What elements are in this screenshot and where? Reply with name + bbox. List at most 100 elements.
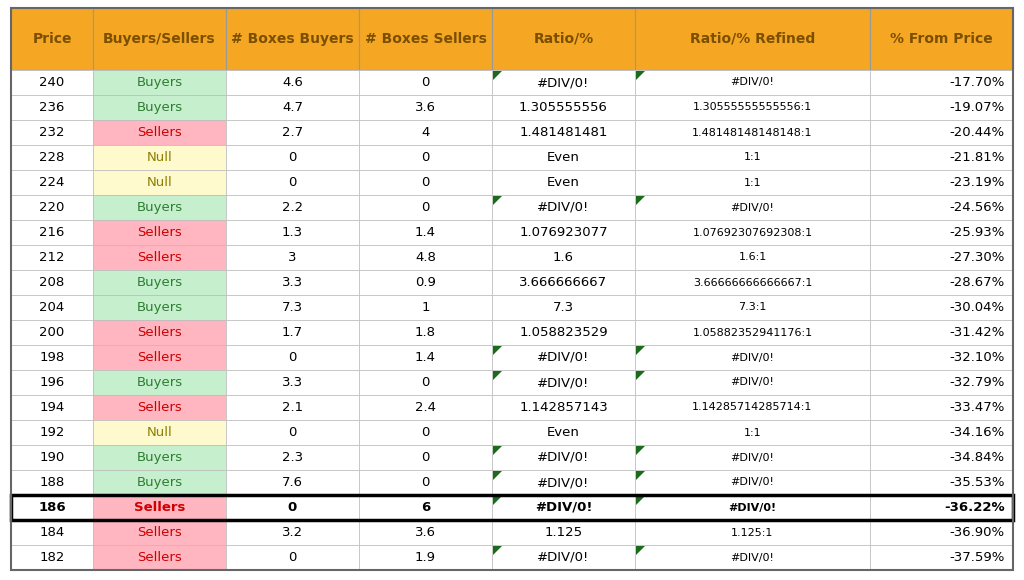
Bar [635, 320, 870, 345]
Bar [93, 520, 226, 545]
Bar [635, 445, 870, 470]
Text: 200: 200 [39, 326, 65, 339]
Bar [93, 320, 226, 345]
Bar [226, 120, 359, 145]
Bar [635, 495, 870, 520]
Text: #DIV/0!: #DIV/0! [538, 451, 590, 464]
Text: 1.4: 1.4 [415, 351, 436, 364]
Bar [11, 320, 93, 345]
Text: 1.48148148148148:1: 1.48148148148148:1 [692, 128, 813, 137]
Bar [359, 295, 492, 320]
Text: Sellers: Sellers [137, 326, 182, 339]
Bar [492, 320, 635, 345]
Text: #DIV/0!: #DIV/0! [730, 553, 774, 563]
Bar [492, 195, 635, 220]
Bar [93, 370, 226, 395]
Bar [11, 420, 93, 445]
Polygon shape [636, 196, 645, 205]
Bar [870, 195, 1013, 220]
Bar [492, 120, 635, 145]
Bar [11, 520, 93, 545]
Text: Even: Even [547, 426, 580, 439]
Text: 3.2: 3.2 [282, 526, 303, 539]
Text: 1.6:1: 1.6:1 [738, 252, 767, 263]
Bar [11, 495, 93, 520]
Text: -27.30%: -27.30% [949, 251, 1005, 264]
Text: 1.142857143: 1.142857143 [519, 401, 608, 414]
Bar [93, 445, 226, 470]
Text: 1.05882352941176:1: 1.05882352941176:1 [692, 328, 813, 338]
Bar [359, 395, 492, 420]
Bar [359, 345, 492, 370]
Bar [359, 95, 492, 120]
Text: 0.9: 0.9 [415, 276, 436, 289]
Text: 1.305555556: 1.305555556 [519, 101, 608, 114]
Text: #DIV/0!: #DIV/0! [538, 351, 590, 364]
Bar [359, 270, 492, 295]
Bar [870, 270, 1013, 295]
Text: Sellers: Sellers [137, 551, 182, 564]
Text: 0: 0 [289, 426, 297, 439]
Text: 236: 236 [39, 101, 65, 114]
Text: 4.6: 4.6 [282, 76, 303, 89]
Text: 216: 216 [39, 226, 65, 239]
Text: -34.16%: -34.16% [949, 426, 1005, 439]
Text: 0: 0 [421, 151, 430, 164]
Bar [359, 220, 492, 245]
Text: 1.30555555555556:1: 1.30555555555556:1 [693, 103, 812, 113]
Text: 1.076923077: 1.076923077 [519, 226, 608, 239]
Text: 240: 240 [39, 76, 65, 89]
Bar [492, 520, 635, 545]
Text: 204: 204 [39, 301, 65, 314]
Text: 3.3: 3.3 [282, 276, 303, 289]
Bar [870, 495, 1013, 520]
Text: 208: 208 [39, 276, 65, 289]
Text: Ratio/%: Ratio/% [534, 32, 594, 46]
Text: -36.90%: -36.90% [950, 526, 1005, 539]
Bar [93, 470, 226, 495]
Text: 228: 228 [39, 151, 65, 164]
Polygon shape [636, 346, 645, 355]
Bar [11, 120, 93, 145]
Text: Buyers: Buyers [136, 451, 182, 464]
Bar [11, 270, 93, 295]
Text: #DIV/0!: #DIV/0! [730, 78, 774, 88]
Bar [635, 95, 870, 120]
Bar [11, 245, 93, 270]
Bar [226, 395, 359, 420]
Text: # Boxes Buyers: # Boxes Buyers [231, 32, 354, 46]
Text: Buyers: Buyers [136, 201, 182, 214]
Text: Even: Even [547, 176, 580, 189]
Bar [11, 395, 93, 420]
Bar [870, 245, 1013, 270]
Bar [11, 445, 93, 470]
Bar [93, 495, 226, 520]
Text: Buyers: Buyers [136, 101, 182, 114]
Text: 1.14285714285714:1: 1.14285714285714:1 [692, 403, 813, 412]
Text: -32.79%: -32.79% [949, 376, 1005, 389]
Bar [226, 245, 359, 270]
Bar [226, 470, 359, 495]
Bar [492, 545, 635, 570]
Text: 1.9: 1.9 [415, 551, 436, 564]
Polygon shape [636, 446, 645, 455]
Bar [870, 395, 1013, 420]
Text: 2.3: 2.3 [282, 451, 303, 464]
Bar [359, 520, 492, 545]
Text: #DIV/0!: #DIV/0! [538, 551, 590, 564]
Bar [870, 170, 1013, 195]
Bar [635, 270, 870, 295]
Text: -20.44%: -20.44% [950, 126, 1005, 139]
Bar [226, 295, 359, 320]
Bar [635, 395, 870, 420]
Text: 0: 0 [289, 351, 297, 364]
Text: Ratio/% Refined: Ratio/% Refined [690, 32, 815, 46]
Text: 0: 0 [421, 176, 430, 189]
Text: -33.47%: -33.47% [949, 401, 1005, 414]
Text: 3: 3 [288, 251, 297, 264]
Text: 190: 190 [39, 451, 65, 464]
Text: 2.7: 2.7 [282, 126, 303, 139]
Bar [226, 270, 359, 295]
Bar [492, 370, 635, 395]
Bar [870, 345, 1013, 370]
